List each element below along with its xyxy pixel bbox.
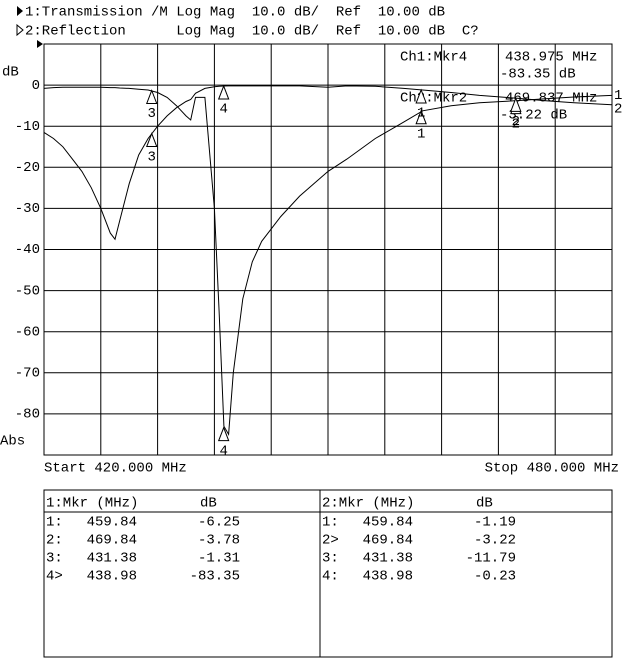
table-cell: 438.98 (87, 569, 137, 585)
marker (217, 426, 230, 442)
table-cell: 3: (322, 551, 339, 567)
table-cell: 438.98 (363, 569, 413, 585)
table-header: dB (476, 496, 493, 512)
marker-label: 4 (219, 102, 227, 118)
marker (510, 96, 522, 112)
table-cell: 1: (46, 515, 63, 531)
y-tick-label: -20 (15, 160, 40, 176)
marker (415, 88, 427, 104)
y-tick-label: -10 (15, 119, 40, 135)
header-line: 2:Reflection Log Mag 10.0 dB/ Ref 10.00 … (25, 24, 479, 40)
table-cell: 459.84 (363, 515, 413, 531)
table-cell: 1: (322, 515, 339, 531)
table-cell: -6.25 (198, 515, 240, 531)
y-tick-label: -40 (15, 242, 40, 258)
marker-label: 1 (417, 106, 425, 122)
marker-label: 3 (148, 149, 156, 165)
y-tick-label: -70 (15, 366, 40, 382)
y-tick-label: 0 (32, 78, 40, 94)
table-header: dB (200, 496, 217, 512)
table-cell: 469.84 (87, 533, 137, 549)
table-cell: -3.22 (474, 533, 516, 549)
marker-label: 2 (512, 114, 520, 130)
marker-label: 2 (512, 116, 520, 132)
marker-label: 1 (417, 126, 425, 142)
table-cell: -0.23 (474, 569, 516, 585)
channel-arrow (16, 23, 24, 37)
marker-readout: -3.22 dB (500, 108, 567, 124)
marker-readout: Ch1:Mkr4 (400, 50, 467, 66)
table-frame (43, 489, 613, 658)
table-header: 2:Mkr (MHz) (322, 496, 414, 512)
table-cell: -1.19 (474, 515, 516, 531)
marker (146, 132, 158, 148)
trace (43, 86, 613, 437)
marker-readout: -83.35 dB (500, 67, 576, 83)
start-label: Start 420.000 MHz (44, 461, 187, 477)
trace-label: 2 (614, 102, 622, 118)
y-tick-label: -80 (15, 407, 40, 423)
y-tick-label: -30 (15, 201, 40, 217)
y-tick-label: -50 (15, 283, 40, 299)
table-cell: 459.84 (87, 515, 137, 531)
table-cell: -1.31 (198, 551, 240, 567)
table-cell: -3.78 (198, 533, 240, 549)
trace (43, 85, 613, 241)
marker (146, 89, 158, 104)
table-cell: -83.35 (190, 569, 240, 585)
table-cell: 2> (322, 533, 339, 549)
table-cell: 4> (46, 569, 63, 585)
table-cell: 2: (46, 533, 63, 549)
reference-arrow (37, 40, 43, 48)
table-cell: -11.79 (466, 551, 516, 567)
y-tick-label: -60 (15, 324, 40, 340)
marker (415, 109, 427, 125)
y-unit: dB (2, 65, 19, 81)
marker-label: 4 (219, 443, 227, 459)
stop-label: Stop 480.000 MHz (485, 461, 619, 477)
active-channel-arrow (17, 6, 23, 16)
table-cell: 431.38 (363, 551, 413, 567)
marker-label: 3 (148, 106, 156, 122)
table-cell: 3: (46, 551, 63, 567)
y-footer: Abs (0, 434, 25, 450)
table-cell: 431.38 (87, 551, 137, 567)
marker-readout: 438.975 MHz (505, 50, 597, 66)
marker (217, 84, 230, 100)
header-line: 1:Transmission /M Log Mag 10.0 dB/ Ref 1… (25, 5, 445, 21)
trace-label: 1 (614, 88, 622, 104)
table-header: 1:Mkr (MHz) (46, 496, 138, 512)
table-cell: 469.84 (363, 533, 413, 549)
table-cell: 4: (322, 569, 339, 585)
